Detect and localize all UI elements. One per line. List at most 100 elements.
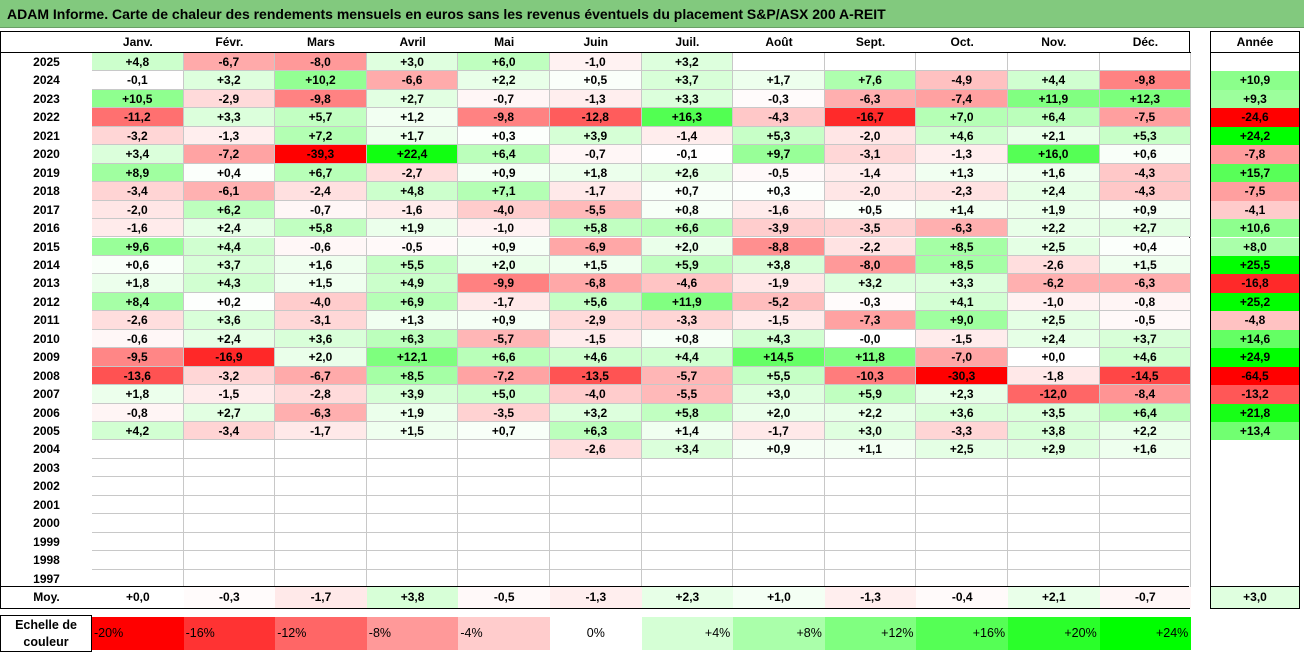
heatmap-cell: +2,6 [641,163,734,183]
heatmap-cell: +3,7 [1099,329,1192,349]
heatmap-cell [824,551,917,570]
scale-swatch: -16% [183,617,276,650]
heatmap-cell: -2,3 [916,182,1008,201]
month-header: Oct. [916,32,1008,53]
year-label: 2006 [33,405,60,420]
heatmap-cell [733,532,825,552]
heatmap-cell: +2,0 [733,403,825,422]
scale-swatch: +24% [1099,617,1192,650]
heatmap-cell: -0,1 [641,145,734,164]
heatmap-cell: -4,0 [550,385,642,404]
heatmap-cell [1008,551,1100,570]
heatmap-cell [641,532,734,552]
heatmap-cell: +0,5 [824,200,917,220]
heatmap-cell: +3,9 [366,385,459,404]
heatmap-cell: -3,1 [275,311,367,330]
heatmap-cell: -3,5 [458,403,550,422]
heatmap-cell: -1,3 [916,145,1008,164]
annual-cell: -4,8 [1211,311,1299,330]
annual-average-cell: +3,0 [1211,587,1299,608]
heatmap-cell: -0,7 [550,145,642,164]
heatmap-cell: +3,5 [1008,403,1100,422]
heatmap-cell: -2,0 [824,126,917,146]
heatmap-cell: -0,8 [1099,292,1192,312]
heatmap-cell: +0,9 [458,163,550,183]
average-cell: +1,0 [733,587,825,608]
heatmap-cell [92,514,184,533]
heatmap-cell: +0,9 [458,237,550,256]
heatmap-cell: +10,2 [275,71,367,90]
heatmap-cell: +4,4 [641,348,734,367]
heatmap-cell [458,477,550,496]
heatmap-cell [458,440,550,459]
heatmap-cell: +1,7 [733,71,825,90]
heatmap-cell: +0,9 [733,440,825,459]
heatmap-cell [458,514,550,533]
heatmap-cell: -6,7 [275,366,367,386]
heatmap-cell [275,514,367,533]
heatmap-cell: -1,0 [550,53,642,72]
heatmap-cell: +4,2 [92,422,184,441]
heatmap-cell: +5,0 [458,385,550,404]
heatmap-cell: +2,3 [916,385,1008,404]
heatmap-cell: +2,0 [641,237,734,256]
annual-cell: +25,2 [1211,292,1299,312]
heatmap-cell: -12,0 [1008,385,1100,404]
heatmap-cell [183,551,276,570]
month-header: Avril [366,32,459,53]
heatmap-cell: -5,2 [733,292,825,312]
heatmap-cell: -1,6 [92,219,184,238]
heatmap-cell: -0,5 [1099,311,1192,330]
heatmap-cell: -14,5 [1099,366,1192,386]
heatmap-cell: -11,2 [92,108,184,127]
year-label: 1999 [33,534,60,549]
heatmap-cell: +7,6 [824,71,917,90]
heatmap-cell: -0,6 [92,329,184,349]
heatmap-cell: +3,0 [824,422,917,441]
heatmap-cell: +5,5 [733,366,825,386]
heatmap-cell: +3,2 [550,403,642,422]
heatmap-cell: +5,8 [275,219,367,238]
heatmap-cell: -7,0 [916,348,1008,367]
heatmap-cell: +3,2 [641,53,734,72]
year-label: 2003 [33,460,60,475]
heatmap-cell: +3,8 [1008,422,1100,441]
annual-header: Année [1211,32,1299,53]
heatmap-cell: +1,9 [1008,200,1100,220]
heatmap-cell [92,495,184,515]
heatmap-cell: -1,6 [733,200,825,220]
heatmap-cell: -5,7 [458,329,550,349]
year-label: 2008 [33,368,60,383]
heatmap-cell: +1,5 [550,255,642,275]
heatmap-cell [1099,477,1192,496]
heatmap-cell [1008,514,1100,533]
scale-swatch: -20% [92,617,184,650]
heatmap-cell: -2,8 [275,385,367,404]
heatmap-cell [1099,458,1192,478]
annual-cell [1211,53,1299,72]
average-cell: +2,3 [641,587,734,608]
heatmap-cell: +8,9 [92,163,184,183]
year-label: 2021 [33,128,60,143]
heatmap-cell: -6,3 [916,219,1008,238]
heatmap-cell: +7,1 [458,182,550,201]
heatmap-cell: -0,6 [275,237,367,256]
heatmap-cell: +1,6 [1008,163,1100,183]
heatmap-cell: -1,6 [366,200,459,220]
heatmap-cell: +4,6 [916,126,1008,146]
annual-cell [1211,514,1299,533]
heatmap-cell: +0,8 [641,329,734,349]
heatmap-cell: -2,0 [824,182,917,201]
heatmap-cell: -9,8 [458,108,550,127]
scale-swatch: +8% [733,617,825,650]
color-scale-label: Echelle de couleur [0,615,92,652]
heatmap-cell [366,514,459,533]
heatmap-cell: -4,6 [641,274,734,293]
year-label: 2016 [33,221,60,236]
year-label: 2013 [33,276,60,291]
year-label: 2015 [33,239,60,254]
heatmap-cell: -2,6 [1008,255,1100,275]
heatmap-cell [183,477,276,496]
heatmap-cell [916,477,1008,496]
heatmap-cell: +9,0 [916,311,1008,330]
